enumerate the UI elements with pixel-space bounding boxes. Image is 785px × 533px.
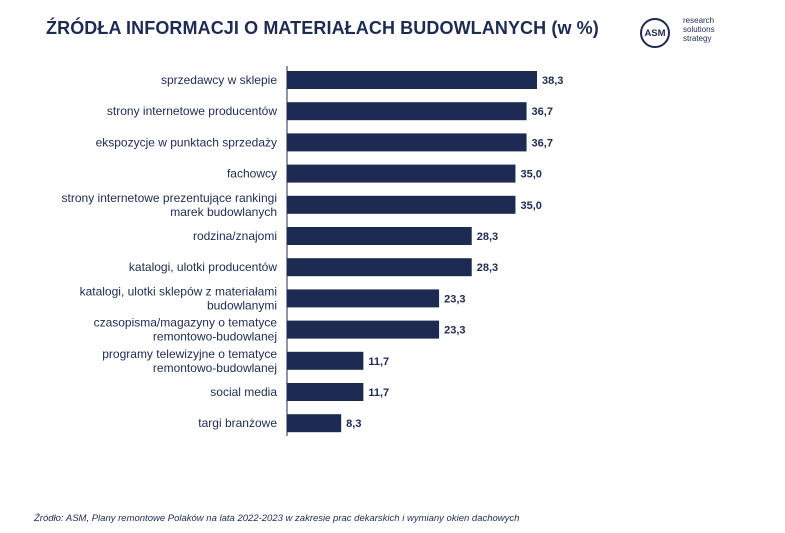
category-label: fachowcy — [227, 167, 277, 181]
category-label: ekspozycje w punktach sprzedaży — [96, 135, 277, 149]
bar — [287, 320, 440, 339]
logo-line-solutions: solutions — [683, 25, 715, 34]
bar — [287, 227, 472, 245]
bar-value-label: 8,3 — [346, 418, 361, 430]
category-label: czasopisma/magazyny o tematyce — [94, 316, 278, 330]
logo-line-research: research — [683, 16, 715, 25]
asm-logo-mark: ASM — [640, 18, 670, 48]
category-label: strony internetowe prezentujące rankingi — [62, 191, 277, 205]
bar — [287, 289, 440, 308]
asm-logo-tagline: research solutions strategy — [683, 16, 715, 43]
bar-value-label: 35,0 — [520, 200, 541, 212]
bar — [287, 102, 527, 121]
bar-value-label: 35,0 — [520, 169, 541, 181]
bar — [287, 133, 527, 152]
chart-title: ŹRÓDŁA INFORMACJI O MATERIAŁACH BUDOWLAN… — [46, 18, 599, 38]
source-note: Źródło: ASM, Plany remontowe Polaków na … — [34, 513, 520, 524]
category-label: marek budowlanych — [170, 205, 277, 219]
category-label: strony internetowe producentów — [107, 104, 277, 118]
category-label: programy telewizyjne o tematyce — [102, 347, 277, 361]
bar — [287, 351, 364, 370]
bar-value-label: 36,7 — [532, 137, 553, 149]
category-label: targi branżowe — [198, 416, 277, 430]
bar-value-label: 36,7 — [532, 106, 553, 118]
category-label: remontowo-budowlanej — [153, 361, 277, 375]
category-label: katalogi, ulotki sklepów z materiałami — [80, 284, 277, 298]
bar — [287, 383, 364, 401]
bar-value-label: 38,3 — [542, 75, 563, 87]
category-label: sprzedawcy w sklepie — [161, 73, 277, 87]
asm-logo: ASM research solutions strategy — [640, 14, 760, 54]
bar — [287, 164, 516, 183]
category-label: budowlanymi — [207, 298, 277, 312]
logo-line-strategy: strategy — [683, 34, 712, 43]
category-label: katalogi, ulotki producentów — [129, 260, 277, 274]
bar — [287, 195, 516, 214]
bar-value-label: 23,3 — [444, 293, 465, 305]
bar — [287, 258, 472, 277]
bar-value-label: 28,3 — [477, 231, 498, 243]
bar-value-label: 28,3 — [477, 262, 498, 274]
category-label: remontowo-budowlanej — [153, 330, 277, 344]
bar — [287, 71, 537, 89]
bar — [287, 414, 342, 433]
bar-value-label: 11,7 — [368, 356, 389, 368]
bar-value-label: 11,7 — [368, 387, 389, 399]
category-label: social media — [210, 385, 277, 399]
category-label: rodzina/znajomi — [193, 229, 277, 243]
bar-value-label: 23,3 — [444, 325, 465, 337]
